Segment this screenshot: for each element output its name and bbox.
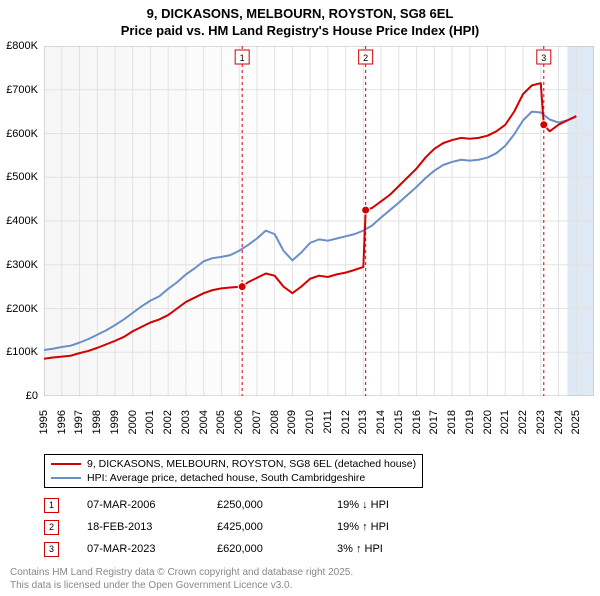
legend-swatch-hpi [51, 477, 81, 479]
x-tick-label: 2019 [464, 410, 476, 434]
x-tick-label: 2023 [535, 410, 547, 434]
title-line-2: Price paid vs. HM Land Registry's House … [0, 23, 600, 38]
event-delta-3: 3% ↑ HPI [337, 543, 437, 555]
y-tick-label: £100K [6, 346, 38, 358]
event-marker-2: 2 [44, 520, 59, 535]
legend: 9, DICKASONS, MELBOURN, ROYSTON, SG8 6EL… [44, 454, 423, 488]
event-date-2: 18-FEB-2013 [87, 521, 217, 533]
x-tick-label: 1999 [109, 410, 121, 434]
x-tick-label: 2010 [304, 410, 316, 434]
events-table: 1 07-MAR-2006 £250,000 19% ↓ HPI 2 18-FE… [44, 494, 437, 560]
event-row-2: 2 18-FEB-2013 £425,000 19% ↑ HPI [44, 516, 437, 538]
y-tick-label: £500K [6, 171, 38, 183]
x-tick-label: 2003 [180, 410, 192, 434]
x-tick-label: 1997 [73, 410, 85, 434]
x-tick-label: 2014 [375, 410, 387, 434]
event-date-1: 07-MAR-2006 [87, 499, 217, 511]
x-tick-label: 1998 [91, 410, 103, 434]
y-tick-label: £700K [6, 84, 38, 96]
event-price-2: £425,000 [217, 521, 337, 533]
x-tick-label: 2011 [322, 410, 334, 434]
x-tick-label: 2004 [198, 410, 210, 434]
event-marker-1: 1 [44, 498, 59, 513]
x-tick-label: 2016 [411, 410, 423, 434]
y-tick-label: £600K [6, 128, 38, 140]
x-tick-label: 2024 [553, 410, 565, 434]
legend-label-price: 9, DICKASONS, MELBOURN, ROYSTON, SG8 6EL… [87, 458, 416, 470]
x-tick-label: 2008 [269, 410, 281, 434]
footer-attribution: Contains HM Land Registry data © Crown c… [10, 567, 353, 592]
event-delta-2: 19% ↑ HPI [337, 521, 437, 533]
x-tick-label: 2012 [340, 410, 352, 434]
legend-item-hpi: HPI: Average price, detached house, Sout… [51, 471, 416, 485]
event-delta-1: 19% ↓ HPI [337, 499, 437, 511]
x-tick-label: 2009 [286, 410, 298, 434]
svg-text:2: 2 [363, 53, 368, 63]
chart-plot: 1 2 3 [44, 46, 594, 396]
footer-line-1: Contains HM Land Registry data © Crown c… [10, 567, 353, 580]
y-axis-labels: £0£100K£200K£300K£400K£500K£600K£700K£80… [0, 46, 40, 396]
x-tick-label: 2013 [357, 410, 369, 434]
x-tick-label: 2001 [144, 410, 156, 434]
event-date-3: 07-MAR-2023 [87, 543, 217, 555]
x-tick-label: 2017 [428, 410, 440, 434]
y-tick-label: £200K [6, 303, 38, 315]
event-price-1: £250,000 [217, 499, 337, 511]
x-tick-label: 2002 [162, 410, 174, 434]
x-tick-label: 1996 [56, 410, 68, 434]
legend-label-hpi: HPI: Average price, detached house, Sout… [87, 472, 365, 484]
event-price-3: £620,000 [217, 543, 337, 555]
event-row-3: 3 07-MAR-2023 £620,000 3% ↑ HPI [44, 538, 437, 560]
y-tick-label: £300K [6, 259, 38, 271]
x-axis-labels: 1995199619971998199920002001200220032004… [44, 410, 594, 450]
x-tick-label: 2005 [215, 410, 227, 434]
event-marker-3: 3 [44, 542, 59, 557]
legend-swatch-price [51, 463, 81, 465]
x-tick-label: 2015 [393, 410, 405, 434]
chart-area: 123 £0£100K£200K£300K£400K£500K£600K£700… [44, 46, 594, 396]
x-tick-label: 2025 [570, 410, 582, 434]
x-tick-label: 2007 [251, 410, 263, 434]
x-tick-label: 2000 [127, 410, 139, 434]
y-tick-label: £800K [6, 40, 38, 52]
x-tick-label: 2021 [499, 410, 511, 434]
x-tick-label: 2022 [517, 410, 529, 434]
chart-title-block: 9, DICKASONS, MELBOURN, ROYSTON, SG8 6EL… [0, 6, 600, 38]
y-tick-label: £0 [26, 390, 38, 402]
title-line-1: 9, DICKASONS, MELBOURN, ROYSTON, SG8 6EL [0, 6, 600, 21]
y-tick-label: £400K [6, 215, 38, 227]
x-tick-label: 1995 [38, 410, 50, 434]
x-tick-label: 2020 [482, 410, 494, 434]
x-tick-label: 2006 [233, 410, 245, 434]
event-row-1: 1 07-MAR-2006 £250,000 19% ↓ HPI [44, 494, 437, 516]
x-tick-label: 2018 [446, 410, 458, 434]
legend-item-price: 9, DICKASONS, MELBOURN, ROYSTON, SG8 6EL… [51, 457, 416, 471]
footer-line-2: This data is licensed under the Open Gov… [10, 580, 353, 593]
svg-text:1: 1 [240, 53, 245, 63]
svg-text:3: 3 [541, 53, 546, 63]
